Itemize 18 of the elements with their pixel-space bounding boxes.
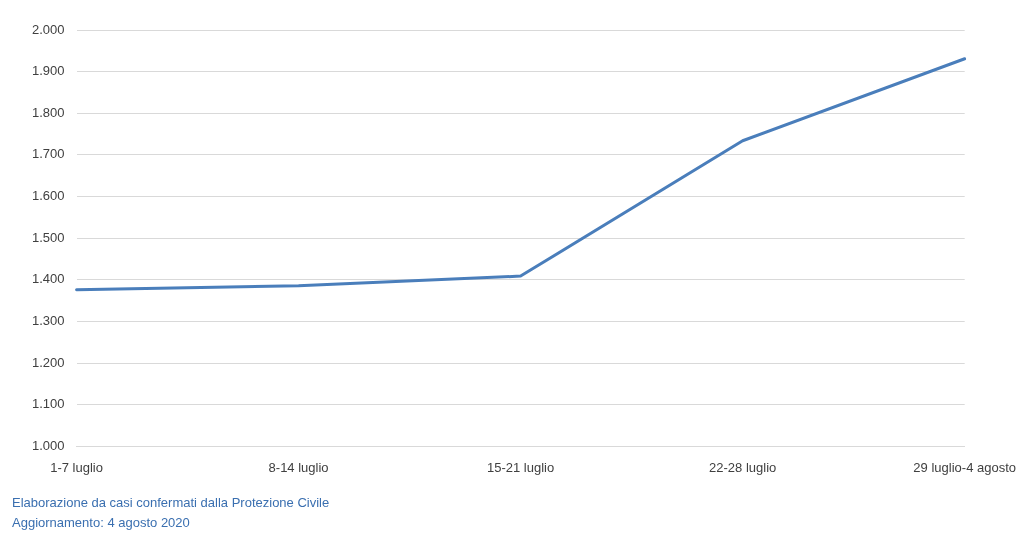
y-tick-label: 1.000 (31, 437, 65, 453)
y-tick-label: 1.700 (31, 146, 65, 162)
y-tick-label: 1.100 (31, 396, 65, 412)
y-tick-label: 2.000 (31, 21, 65, 37)
y-tick-label: 1.300 (31, 313, 65, 329)
x-tick-label: 1-7 luglio (50, 459, 103, 475)
x-tick-label: 8-14 luglio (268, 459, 329, 475)
x-tick-label: 22-28 luglio (709, 459, 777, 475)
y-tick-label: 1.200 (31, 354, 65, 370)
y-tick-label: 1.600 (31, 188, 65, 204)
text: Aggiornamento: 4 agosto 2020 (12, 514, 191, 532)
x-tick-label: 15-21 luglio (487, 459, 555, 475)
y-tick-label: 1.900 (31, 63, 65, 79)
x-tick-label: 29 luglio-4 agosto (913, 459, 1017, 475)
y-tick-label: 1.500 (31, 229, 65, 245)
y-tick-label: 1.800 (31, 104, 65, 120)
text: Elaborazione da casi confermati dalla Protezione Civile (12, 494, 330, 512)
y-tick-label: 1.400 (31, 271, 65, 287)
